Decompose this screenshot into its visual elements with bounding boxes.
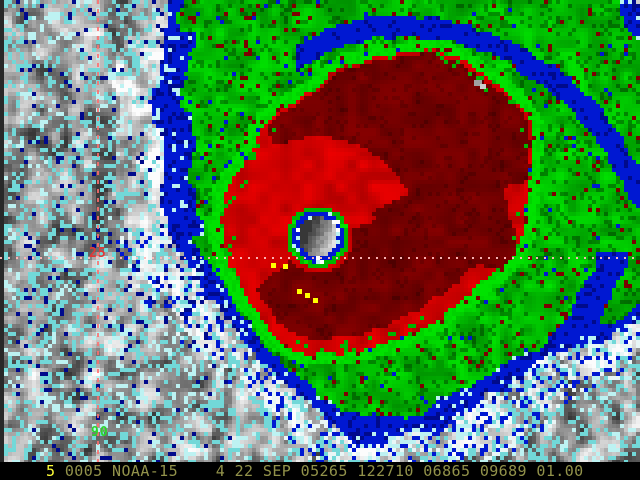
satellite-ir-image	[0, 0, 640, 462]
latitude-gridline-25n	[0, 257, 640, 259]
longitude-gridline-90w	[97, 0, 99, 462]
telemetry-footer: 5 0005 NOAA-15 4 22 SEP 05265 122710 068…	[0, 462, 640, 480]
latitude-label: 25	[89, 246, 107, 261]
telemetry-channel-digit: 5	[46, 462, 56, 480]
longitude-label: 90	[91, 425, 109, 440]
telemetry-text: 0005 NOAA-15 4 22 SEP 05265 122710 06865…	[55, 462, 584, 480]
